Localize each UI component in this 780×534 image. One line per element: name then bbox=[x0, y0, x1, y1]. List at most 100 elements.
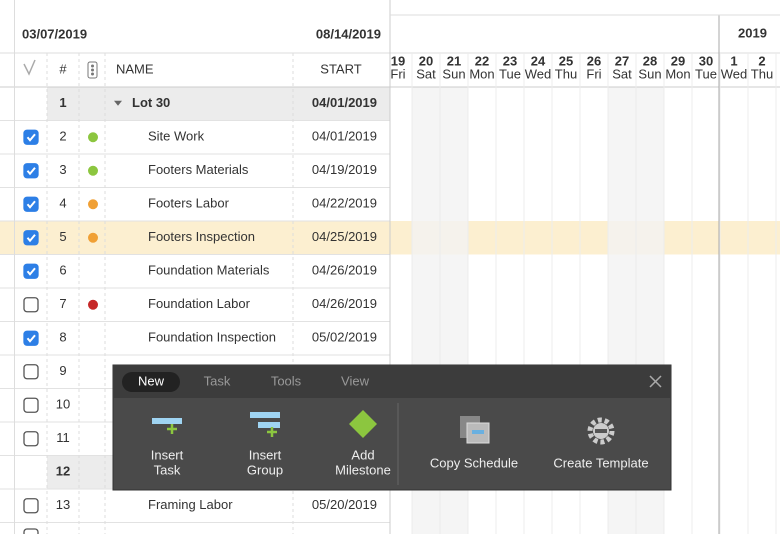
toolbar-button-label[interactable]: Milestone bbox=[335, 462, 391, 477]
checkbox[interactable] bbox=[23, 263, 39, 279]
task-start: 04/26/2019 bbox=[312, 296, 377, 311]
column-name: NAME bbox=[116, 61, 154, 76]
year-label: 2019 bbox=[738, 25, 767, 40]
checkmark bbox=[26, 200, 36, 209]
toolbar-popup: New Task Tools ViewInsertTaskInsertGroupAdd… bbox=[112, 364, 672, 491]
icon-plus bbox=[167, 424, 177, 434]
group-row-bg bbox=[47, 87, 390, 121]
day-number: 26 bbox=[587, 53, 601, 68]
weekday: Sat bbox=[612, 66, 632, 81]
weekday: Sat bbox=[416, 66, 436, 81]
row-number: 6 bbox=[59, 263, 66, 278]
icon-group bbox=[250, 412, 280, 418]
task-start: 05/20/2019 bbox=[312, 497, 377, 512]
weekday: Wed bbox=[721, 66, 748, 81]
task-start: 04/26/2019 bbox=[312, 263, 377, 278]
icon-milestone bbox=[349, 410, 377, 438]
day-number: 20 bbox=[419, 53, 433, 68]
check-column-icon bbox=[23, 59, 36, 76]
day-number: 27 bbox=[615, 53, 629, 68]
task-start: 05/02/2019 bbox=[312, 330, 377, 345]
column-number: # bbox=[59, 61, 67, 76]
toolbar-button-label[interactable]: Copy Schedule bbox=[430, 455, 518, 470]
icon-gear-bar bbox=[595, 429, 607, 433]
toolbar-button-label[interactable]: Task bbox=[154, 462, 181, 477]
row-number: 7 bbox=[59, 296, 66, 311]
row-number: 1 bbox=[59, 95, 66, 110]
task-bar bbox=[580, 261, 608, 281]
toolbar-tab[interactable]: Task bbox=[204, 373, 231, 388]
day-number: 30 bbox=[699, 53, 713, 68]
icon-copy-bar bbox=[472, 430, 484, 434]
checkmark bbox=[26, 133, 36, 142]
toolbar-button-label[interactable]: Add bbox=[351, 447, 374, 462]
checkmark bbox=[26, 234, 36, 243]
checkbox[interactable] bbox=[23, 431, 39, 447]
icon-gear bbox=[587, 417, 615, 445]
checkbox[interactable] bbox=[23, 230, 39, 246]
toolbar-tab[interactable]: New bbox=[138, 373, 165, 388]
icon-task bbox=[152, 418, 182, 424]
range-end: 08/14/2019 bbox=[316, 26, 381, 41]
task-name: Foundation Materials bbox=[148, 263, 270, 278]
icon-group bbox=[258, 422, 280, 428]
toolbar-button-label[interactable]: Create Template bbox=[553, 455, 648, 470]
close-button[interactable] bbox=[649, 375, 662, 388]
status-icon-body bbox=[87, 61, 98, 79]
toolbar-tab[interactable]: Tools bbox=[271, 373, 302, 388]
column-start: START bbox=[320, 61, 361, 76]
task-name: Framing Labor bbox=[148, 497, 233, 512]
status-dot bbox=[88, 165, 98, 176]
day-number: 1 bbox=[730, 53, 737, 68]
task-name: Footers Inspection bbox=[148, 229, 255, 244]
checkbox[interactable] bbox=[23, 364, 39, 380]
task-name: Foundation Labor bbox=[148, 296, 251, 311]
checkbox[interactable] bbox=[23, 297, 39, 313]
toolbar-button-label[interactable]: Insert bbox=[249, 447, 282, 462]
checkbox[interactable] bbox=[23, 330, 39, 346]
row-number: 8 bbox=[59, 330, 66, 345]
task-name: Footers Materials bbox=[148, 162, 249, 177]
dependency-arrow bbox=[770, 369, 775, 375]
task-bar bbox=[390, 161, 413, 181]
checkbox[interactable] bbox=[23, 528, 39, 534]
checkbox[interactable] bbox=[23, 196, 39, 212]
icon-plus bbox=[267, 427, 277, 437]
weekday: Tue bbox=[695, 66, 717, 81]
task-start: 04/25/2019 bbox=[312, 229, 377, 244]
status-icon-light bbox=[91, 72, 94, 76]
task-start: 04/01/2019 bbox=[312, 129, 377, 144]
row-number: 5 bbox=[59, 229, 66, 244]
milestone bbox=[751, 328, 771, 348]
checkmark bbox=[26, 167, 36, 176]
popup-tabbar bbox=[113, 365, 671, 398]
tab-active-bg bbox=[122, 372, 180, 392]
weekday: Sun bbox=[638, 66, 661, 81]
toolbar-button-label[interactable]: Group bbox=[247, 462, 283, 477]
checkbox[interactable] bbox=[23, 129, 39, 145]
row-number: 12 bbox=[56, 464, 70, 479]
day-number: 24 bbox=[531, 53, 546, 68]
task-name: Footers Labor bbox=[148, 196, 230, 211]
row-number: 4 bbox=[59, 196, 66, 211]
checkbox[interactable] bbox=[23, 397, 39, 413]
checkbox[interactable] bbox=[23, 498, 39, 514]
toolbar-tab[interactable]: View bbox=[341, 373, 370, 388]
weekday: Mon bbox=[665, 66, 690, 81]
task-start: 04/19/2019 bbox=[312, 162, 377, 177]
toolbar-button-label[interactable]: Insert bbox=[151, 447, 184, 462]
weekday: Thu bbox=[751, 66, 773, 81]
weekday: Fri bbox=[586, 66, 601, 81]
weekday: Wed bbox=[525, 66, 552, 81]
checkmark bbox=[26, 334, 36, 343]
day-number: 2 bbox=[758, 53, 765, 68]
row-number: 11 bbox=[56, 430, 70, 445]
bar-label: Footers Labor - 04/22/2019 to 04/24/20 bbox=[557, 196, 780, 211]
day-number: 25 bbox=[559, 53, 573, 68]
checkbox[interactable] bbox=[23, 163, 39, 179]
status-icon-light bbox=[91, 64, 94, 68]
checkmark bbox=[26, 267, 36, 276]
day-number: 23 bbox=[503, 53, 517, 68]
collapse-toggle[interactable] bbox=[114, 100, 122, 106]
